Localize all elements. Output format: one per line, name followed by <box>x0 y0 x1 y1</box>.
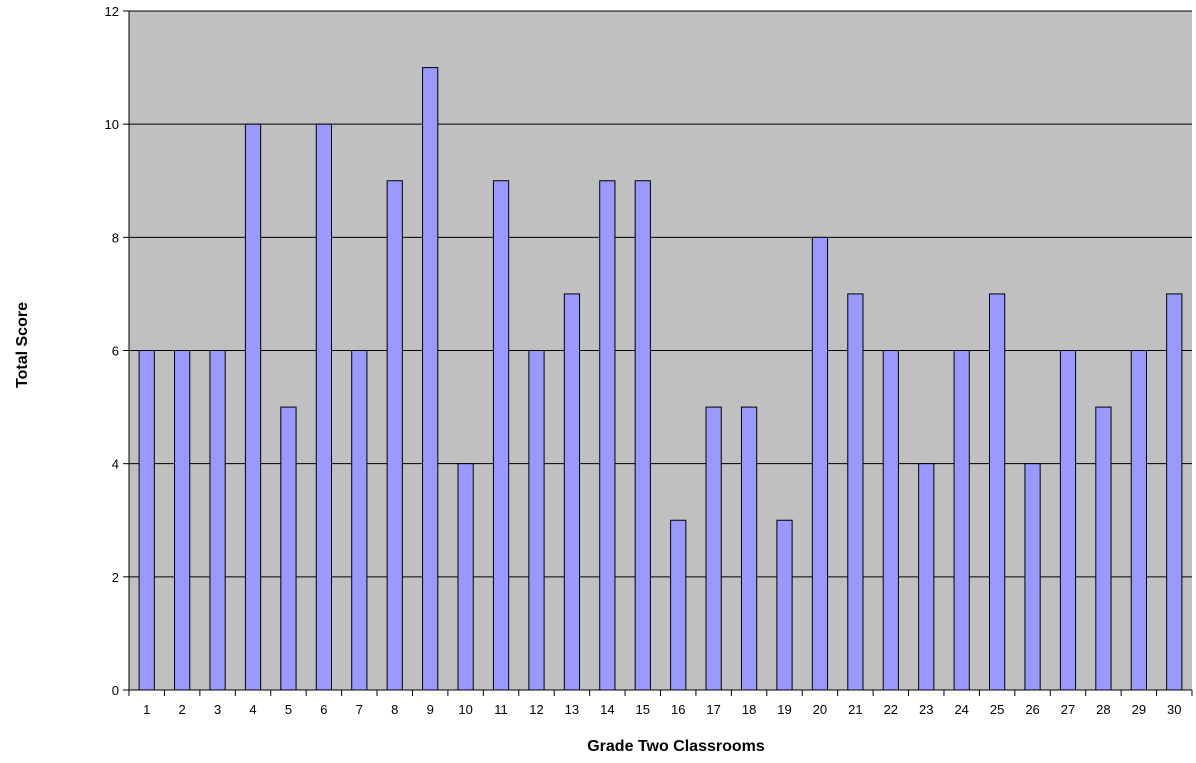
bar <box>315 123 333 691</box>
bar <box>457 463 474 691</box>
bar <box>882 350 899 691</box>
bar <box>386 180 403 691</box>
x-tick-label: 12 <box>529 702 543 717</box>
x-tick-label: 24 <box>954 702 968 717</box>
x-tick-label: 25 <box>990 702 1004 717</box>
bar <box>811 236 829 691</box>
bar <box>634 180 651 691</box>
bar <box>351 350 368 691</box>
bar <box>599 180 616 691</box>
bar <box>492 180 510 691</box>
bar <box>1024 463 1041 691</box>
bar <box>670 519 687 691</box>
bar <box>988 293 1006 691</box>
bar <box>953 350 970 691</box>
bar <box>1059 350 1077 691</box>
x-tick-label: 16 <box>671 702 685 717</box>
x-tick-label: 30 <box>1167 702 1181 717</box>
bar <box>138 350 155 691</box>
bar <box>918 463 935 691</box>
x-tick-label: 5 <box>285 702 292 717</box>
y-axis-title: Total Score <box>14 302 31 388</box>
bar <box>1130 350 1147 691</box>
bar <box>422 67 439 691</box>
x-tick-label: 26 <box>1025 702 1039 717</box>
x-tick-label: 19 <box>777 702 791 717</box>
x-tick-label: 3 <box>214 702 221 717</box>
x-tick-label: 23 <box>919 702 933 717</box>
y-tick-label: 10 <box>105 117 119 132</box>
y-tick-label: 2 <box>112 570 119 585</box>
x-tick-label: 4 <box>249 702 256 717</box>
x-tick-label: 14 <box>600 702 614 717</box>
y-tick-label: 12 <box>105 4 119 19</box>
bar <box>847 293 864 691</box>
x-tick-label: 18 <box>742 702 756 717</box>
bar <box>1095 406 1112 691</box>
x-tick-label: 17 <box>706 702 720 717</box>
x-tick-label: 2 <box>179 702 186 717</box>
x-tick-label: 21 <box>848 702 862 717</box>
bar <box>705 406 722 691</box>
x-tick-label: 15 <box>636 702 650 717</box>
bar <box>1166 293 1183 691</box>
x-tick-label: 28 <box>1096 702 1110 717</box>
x-tick-label: 1 <box>143 702 150 717</box>
x-tick-label: 11 <box>494 702 508 717</box>
x-tick-label: 29 <box>1132 702 1146 717</box>
bar <box>209 350 226 691</box>
y-tick-label: 4 <box>112 457 119 472</box>
x-tick-label: 6 <box>320 702 327 717</box>
bar <box>563 293 581 691</box>
y-tick-label: 8 <box>112 230 119 245</box>
x-tick-label: 22 <box>884 702 898 717</box>
bar <box>244 123 262 691</box>
bar <box>528 350 545 691</box>
x-tick-label: 13 <box>565 702 579 717</box>
x-tick-label: 20 <box>813 702 827 717</box>
y-tick-label: 6 <box>112 344 119 359</box>
bar <box>740 406 758 691</box>
bar <box>280 406 297 691</box>
x-tick-label: 8 <box>391 702 398 717</box>
bar <box>174 350 191 691</box>
x-axis-title: Grade Two Classrooms <box>587 738 765 755</box>
bar <box>776 519 793 691</box>
y-tick-label: 0 <box>112 683 119 698</box>
x-tick-label: 27 <box>1061 702 1075 717</box>
x-tick-label: 10 <box>458 702 472 717</box>
x-tick-label: 7 <box>356 702 363 717</box>
x-tick-label: 9 <box>427 702 434 717</box>
